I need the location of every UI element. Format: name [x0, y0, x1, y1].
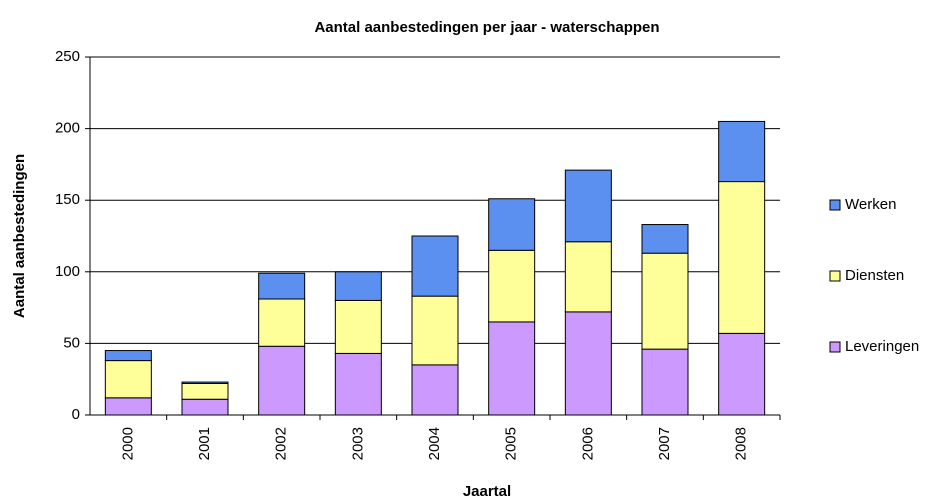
- bar-segment: [411, 235, 459, 297]
- bar-segment: [411, 295, 459, 366]
- bar-segment: [488, 321, 536, 416]
- bar-segment: [488, 249, 536, 323]
- bar-segment: [411, 364, 459, 416]
- bar-segment: [258, 298, 306, 347]
- legend-label: Leveringen: [845, 338, 919, 355]
- y-tick-label: 150: [55, 191, 80, 208]
- y-tick-label: 250: [55, 48, 80, 65]
- bar-segment: [718, 181, 766, 334]
- bar-segment: [488, 198, 536, 251]
- bar-segment: [334, 352, 382, 416]
- bar-segment: [334, 271, 382, 301]
- bar-segment: [104, 397, 152, 416]
- y-tick-label: 50: [63, 334, 80, 351]
- bar-segment: [104, 350, 152, 362]
- bar-segment: [181, 398, 229, 416]
- x-tick-label: 2008: [733, 427, 750, 460]
- x-tick-label: 2000: [119, 427, 136, 460]
- bar-segment: [564, 241, 612, 313]
- y-tick-label: 0: [72, 406, 80, 423]
- bar-segment: [181, 381, 229, 384]
- bar-segment: [718, 332, 766, 416]
- legend-label: Diensten: [845, 267, 904, 284]
- bar-segment: [564, 169, 612, 243]
- bar-segment: [104, 360, 152, 399]
- y-tick-label: 200: [55, 120, 80, 137]
- x-axis-label: Jaartal: [463, 483, 511, 500]
- bar-segment: [641, 252, 689, 350]
- x-tick-label: 2004: [426, 427, 443, 460]
- bar-segment: [641, 224, 689, 254]
- bar-segment: [334, 299, 382, 354]
- bar-segment: [641, 348, 689, 416]
- bar-segment: [258, 345, 306, 416]
- x-tick-label: 2006: [579, 427, 596, 460]
- legend-swatch: [829, 341, 841, 353]
- legend-label: Werken: [845, 196, 896, 213]
- x-tick-label: 2007: [656, 427, 673, 460]
- x-tick-label: 2001: [196, 427, 213, 460]
- x-tick-label: 2003: [349, 427, 366, 460]
- legend-swatch: [829, 199, 841, 211]
- legend-swatch: [829, 270, 841, 282]
- bar-segment: [181, 382, 229, 400]
- x-tick-label: 2005: [503, 427, 520, 460]
- bar-segment: [718, 120, 766, 183]
- y-axis-label: Aantal aanbestedingen: [11, 154, 28, 318]
- x-tick-label: 2002: [273, 427, 290, 460]
- bar-segment: [564, 311, 612, 416]
- chart-title: Aantal aanbestedingen per jaar - watersc…: [314, 19, 659, 36]
- y-tick-label: 100: [55, 263, 80, 280]
- bar-segment: [258, 272, 306, 300]
